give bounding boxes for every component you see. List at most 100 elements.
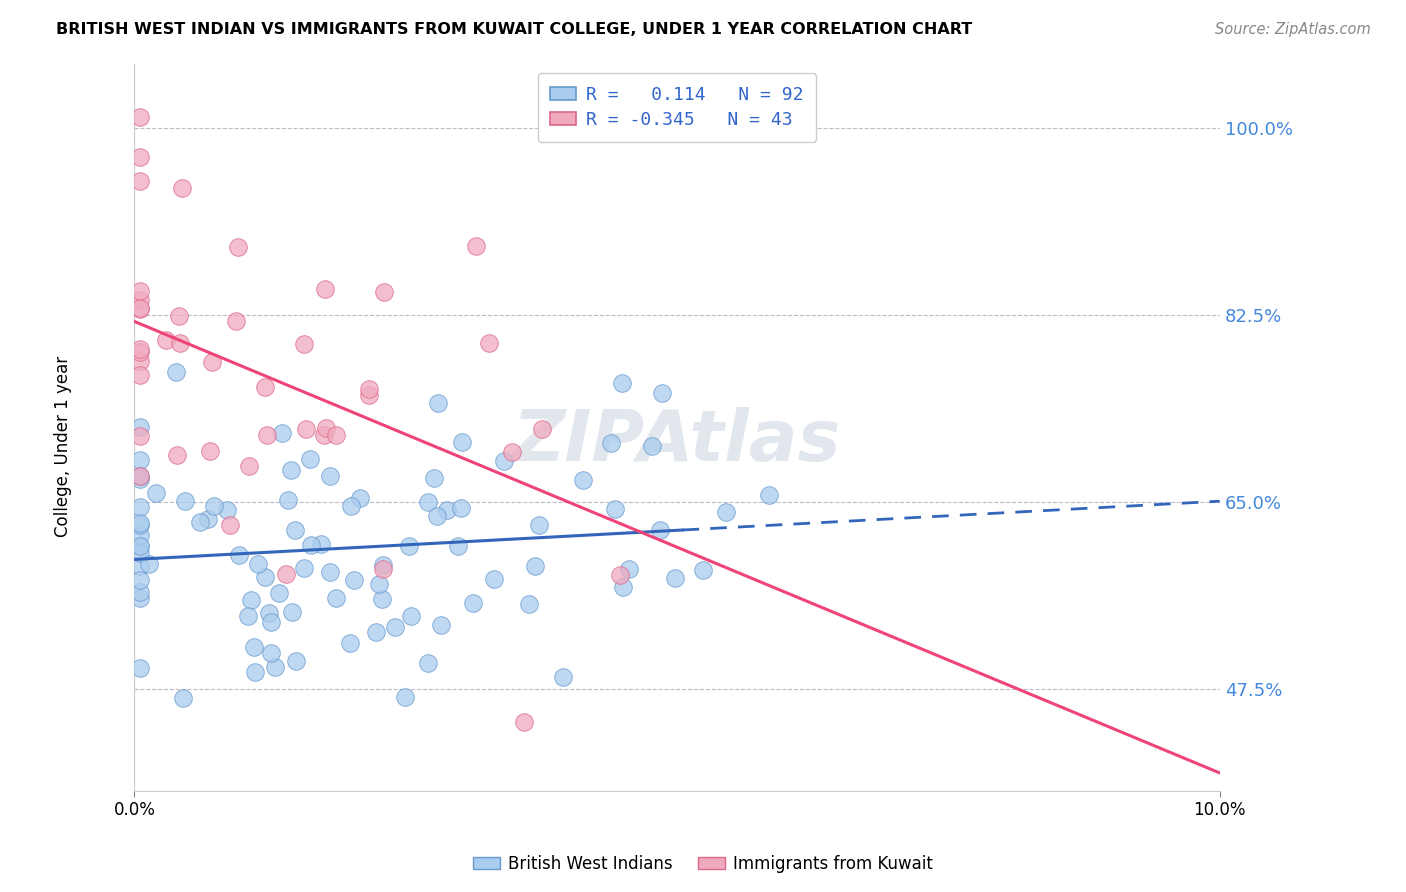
Point: [128, 342, 150, 356]
Point: [243, 665, 266, 680]
Point: [343, 573, 366, 587]
Point: [359, 382, 381, 396]
Point: [228, 548, 250, 562]
Point: [169, 336, 191, 351]
Point: [128, 661, 150, 675]
Point: [274, 566, 297, 581]
Point: [128, 469, 150, 483]
Point: [263, 659, 285, 673]
Point: [259, 606, 281, 620]
Point: [368, 576, 391, 591]
Point: [201, 355, 224, 369]
Point: [294, 422, 316, 436]
Text: ZIPAtlas: ZIPAtlas: [513, 408, 841, 476]
Point: [226, 240, 249, 254]
Point: [128, 472, 150, 486]
Point: [128, 574, 150, 588]
Point: [692, 563, 714, 577]
Point: [128, 344, 150, 359]
Point: [436, 502, 458, 516]
Point: [128, 452, 150, 467]
Point: [339, 636, 361, 650]
Point: [128, 539, 150, 553]
Point: [523, 559, 546, 574]
Point: [463, 596, 485, 610]
Point: [238, 458, 260, 473]
Point: [641, 439, 664, 453]
Point: [299, 451, 322, 466]
Point: [128, 174, 150, 188]
Point: [128, 419, 150, 434]
Point: [314, 282, 336, 296]
Point: [128, 517, 150, 532]
Point: [319, 468, 342, 483]
Point: [292, 336, 315, 351]
Point: [349, 491, 371, 506]
Point: [423, 471, 446, 485]
Legend: R =   0.114   N = 92, R = -0.345   N = 43: R = 0.114 N = 92, R = -0.345 N = 43: [537, 73, 817, 142]
Point: [605, 502, 627, 516]
Text: BRITISH WEST INDIAN VS IMMIGRANTS FROM KUWAIT COLLEGE, UNDER 1 YEAR CORRELATION : BRITISH WEST INDIAN VS IMMIGRANTS FROM K…: [56, 22, 973, 37]
Point: [200, 443, 222, 458]
Text: College, Under 1 year: College, Under 1 year: [55, 355, 72, 537]
Point: [529, 517, 551, 532]
Point: [551, 670, 574, 684]
Point: [464, 239, 486, 253]
Point: [260, 646, 283, 660]
Point: [128, 469, 150, 483]
Point: [325, 591, 347, 606]
Point: [128, 368, 150, 383]
Point: [513, 715, 536, 730]
Point: [451, 434, 474, 449]
Point: [239, 593, 262, 607]
Point: [373, 285, 395, 299]
Point: [280, 463, 302, 477]
Point: [664, 571, 686, 585]
Point: [325, 428, 347, 442]
Point: [128, 539, 150, 553]
Point: [416, 656, 439, 670]
Point: [128, 354, 150, 368]
Point: [285, 654, 308, 668]
Point: [309, 536, 332, 550]
Point: [394, 690, 416, 704]
Point: [292, 561, 315, 575]
Point: [318, 565, 340, 579]
Point: [651, 385, 673, 400]
Point: [169, 310, 191, 324]
Point: [173, 494, 195, 508]
Legend: British West Indians, Immigrants from Kuwait: British West Indians, Immigrants from Ku…: [467, 848, 939, 880]
Point: [427, 396, 450, 410]
Point: [128, 546, 150, 560]
Point: [494, 454, 516, 468]
Point: [267, 585, 290, 599]
Point: [277, 493, 299, 508]
Point: [426, 508, 449, 523]
Point: [128, 528, 150, 542]
Point: [218, 518, 240, 533]
Point: [609, 568, 631, 582]
Point: [128, 585, 150, 599]
Point: [612, 376, 634, 390]
Point: [450, 501, 472, 516]
Point: [128, 516, 150, 530]
Point: [260, 615, 283, 629]
Point: [254, 570, 277, 584]
Point: [612, 580, 634, 594]
Point: [364, 625, 387, 640]
Point: [478, 336, 501, 351]
Point: [128, 302, 150, 317]
Point: [617, 562, 640, 576]
Point: [128, 429, 150, 443]
Point: [225, 314, 247, 328]
Point: [371, 592, 394, 607]
Point: [299, 538, 322, 552]
Point: [238, 609, 260, 624]
Point: [172, 690, 194, 705]
Point: [315, 420, 337, 434]
Point: [128, 559, 150, 574]
Point: [373, 558, 395, 573]
Point: [128, 301, 150, 315]
Point: [128, 293, 150, 308]
Point: [197, 512, 219, 526]
